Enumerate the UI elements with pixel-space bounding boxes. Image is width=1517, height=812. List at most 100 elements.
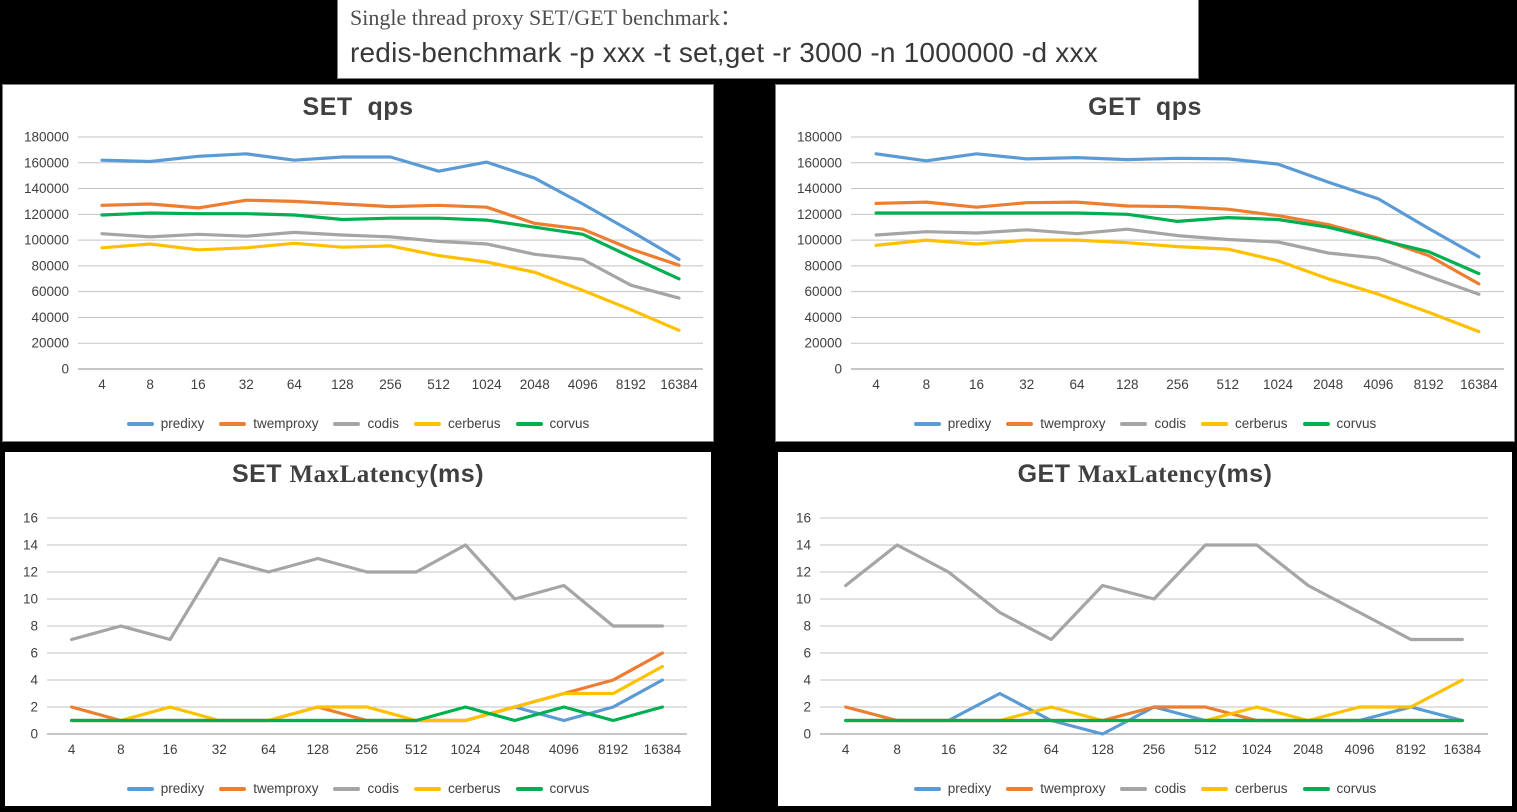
x-tick-label: 64 [287,377,303,392]
y-tick-label: 4 [803,673,811,688]
y-tick-label: 6 [803,646,811,661]
x-tick-label: 16384 [660,377,698,392]
x-tick-label: 512 [405,742,428,757]
x-tick-label: 16384 [644,742,682,757]
series-line-predixy [874,152,1481,259]
legend-swatch-predixy [913,786,941,791]
title-segment: MaxLatency [1077,461,1218,488]
title-segment: qps [1155,93,1202,121]
get-qps-plot: 0 20000 40000 60000 80000 100000 120000 140000 1… [797,130,1504,392]
y-tick-label: 140000 [797,181,842,196]
get-qps-legend: predixy twemproxy codis cerberus corvus [776,416,1514,431]
chart-panel-set-maxlatency: SET MaxLatency(ms) 0 2 4 6 8 10 12 14 16 4 8 16 32 64 1… [2,449,714,809]
set-qps-legend: predixy twemproxy codis cerberus corvus [3,416,713,431]
legend-item-twemproxy: twemproxy [219,416,318,431]
legend-swatch-cerberus [414,421,441,426]
series-line-twemproxy [100,198,681,267]
legend-label: corvus [1336,781,1377,796]
get-maxlatency-title: GET MaxLatency(ms) [778,460,1512,489]
y-tick-label: 180000 [797,130,842,145]
x-tick-label: 128 [1091,742,1114,757]
legend-label: cerberus [1235,416,1288,431]
title-box: Single thread proxy SET/GET benchmark： r… [337,0,1199,79]
legend-swatch-codis [333,421,361,426]
y-tick-label: 20000 [31,336,69,351]
y-tick-label: 14 [796,538,812,553]
x-tick-label: 4 [68,742,76,757]
x-tick-label: 4 [98,377,106,392]
legend-swatch-corvus [515,421,543,426]
legend-swatch-codis [333,786,361,791]
series-line-cerberus [69,664,665,723]
y-tick-label: 140000 [24,181,69,196]
x-tick-label: 256 [356,742,379,757]
legend-item-twemproxy: twemproxy [219,781,318,796]
chart-panel-set-qps: SET qps 0 20000 40000 60000 80000 100000 120000… [2,84,714,442]
set-maxlatency-title: SET MaxLatency(ms) [5,460,711,489]
legend-swatch-corvus [1302,786,1330,791]
legend-item-codis: codis [333,416,399,431]
legend-label: twemproxy [1040,781,1106,796]
x-tick-label: 4096 [1345,742,1375,757]
title-segment: GET [1017,460,1078,488]
legend-item-cerberus: cerberus [414,416,501,431]
y-tick-label: 16 [23,511,38,526]
legend-item-corvus: corvus [515,416,589,431]
x-tick-label: 4 [872,377,880,392]
x-tick-label: 32 [239,377,254,392]
title-segment: (ms) [429,460,485,488]
benchmark-command: redis-benchmark -p xxx -t set,get -r 300… [350,37,1098,68]
y-tick-label: 6 [30,646,38,661]
legend-label: predixy [947,781,992,796]
legend-swatch-codis [1120,786,1148,791]
get-qps-title: GET qps [776,93,1514,122]
y-tick-label: 0 [61,362,69,377]
legend-swatch-predixy [913,421,941,426]
y-tick-label: 80000 [31,258,69,273]
chart-panel-get-maxlatency: GET MaxLatency(ms) 0 2 4 6 8 10 12 14 16 4 8 16 32 64 1… [775,449,1515,809]
x-tick-label: 128 [1116,377,1139,392]
legend-swatch-twemproxy [219,421,247,426]
legend-swatch-codis [1120,421,1148,426]
legend-label: predixy [947,416,992,431]
x-tick-label: 4 [842,742,850,757]
y-tick-label: 2 [30,700,38,715]
legend-label: predixy [160,781,205,796]
legend-item-predixy: predixy [126,781,205,796]
set-maxlatency-plot: 0 2 4 6 8 10 12 14 16 4 8 16 32 64 128 256 512 1024 2048 40… [23,511,687,757]
legend-label: codis [1154,781,1186,796]
legend-item-codis: codis [1120,781,1186,796]
x-tick-label: 1024 [1242,742,1273,757]
x-tick-label: 2048 [1293,742,1323,757]
y-tick-label: 60000 [31,284,69,299]
get-maxlatency-legend: predixy twemproxy codis cerberus corvus [778,781,1512,796]
series-line-corvus [69,705,665,723]
x-tick-label: 2048 [520,377,550,392]
title-segment: SET [231,460,290,488]
series-line-codis [69,543,665,642]
x-tick-label: 8 [117,742,125,757]
x-tick-label: 256 [379,377,402,392]
legend-swatch-twemproxy [219,786,247,791]
y-tick-label: 40000 [804,310,842,325]
get-maxlatency-plot: 0 2 4 6 8 10 12 14 16 4 8 16 32 64 128 256 512 1024 2048 40… [796,511,1488,757]
legend-label: cerberus [448,416,501,431]
series-line-predixy [69,678,665,723]
x-tick-label: 32 [992,742,1007,757]
x-tick-label: 8192 [616,377,646,392]
legend-swatch-corvus [1302,421,1330,426]
x-tick-label: 8192 [598,742,628,757]
y-tick-label: 120000 [24,207,69,222]
x-tick-label: 16 [191,377,206,392]
legend-label: twemproxy [1040,416,1106,431]
x-tick-label: 128 [331,377,354,392]
legend-swatch-twemproxy [1006,421,1034,426]
x-tick-label: 512 [1216,377,1239,392]
legend-label: corvus [549,781,590,796]
y-tick-label: 20000 [804,336,842,351]
chart-panel-get-qps: GET qps 0 20000 40000 60000 80000 100000 120000… [775,84,1515,442]
x-tick-label: 8 [923,377,931,392]
series-line-cerberus [874,238,1481,334]
legend-label: cerberus [1235,781,1288,796]
y-tick-label: 180000 [24,130,69,145]
